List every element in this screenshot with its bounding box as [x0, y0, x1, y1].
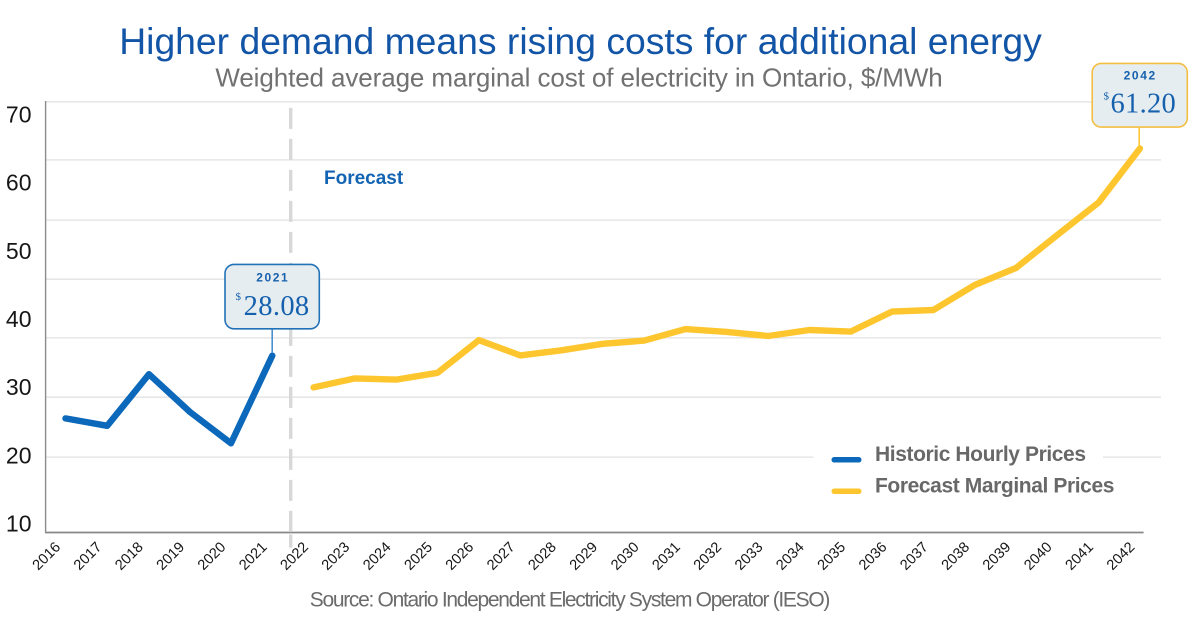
- svg-text:2021: 2021: [256, 270, 289, 284]
- svg-text:Forecast: Forecast: [324, 168, 404, 189]
- svg-text:Forecast Marginal Prices: Forecast Marginal Prices: [875, 475, 1114, 498]
- svg-text:70: 70: [6, 102, 32, 128]
- svg-text:$: $: [1104, 91, 1110, 103]
- svg-text:30: 30: [6, 374, 32, 400]
- svg-text:61.20: 61.20: [1110, 89, 1176, 120]
- svg-text:Historic Hourly Prices: Historic Hourly Prices: [875, 443, 1086, 466]
- svg-text:$: $: [235, 291, 241, 303]
- svg-text:2042: 2042: [1124, 68, 1157, 82]
- svg-text:10: 10: [6, 511, 32, 537]
- svg-text:50: 50: [6, 238, 32, 264]
- svg-text:28.08: 28.08: [244, 291, 310, 322]
- svg-text:Weighted average marginal cost: Weighted average marginal cost of electr…: [215, 63, 942, 93]
- svg-text:Higher demand means rising cos: Higher demand means rising costs for add…: [119, 20, 1042, 62]
- svg-text:20: 20: [6, 442, 32, 468]
- svg-text:40: 40: [6, 306, 32, 332]
- svg-text:60: 60: [6, 170, 32, 196]
- svg-text:Source: Ontario Independent El: Source: Ontario Independent Electricity …: [310, 589, 830, 612]
